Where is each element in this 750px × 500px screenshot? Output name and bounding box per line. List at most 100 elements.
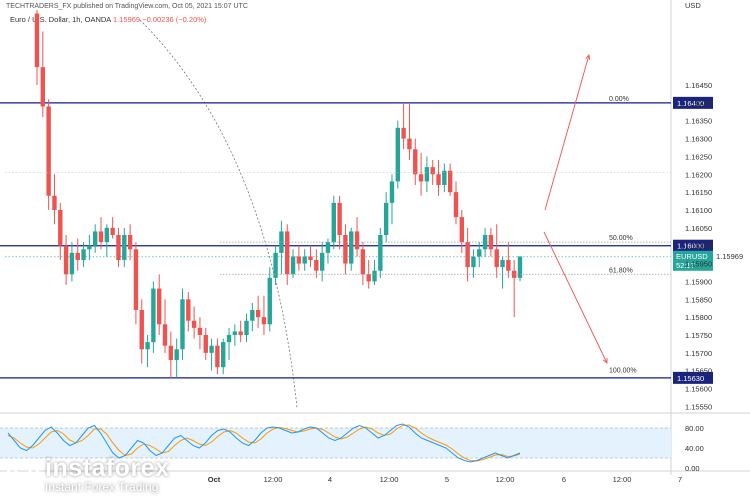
price-tick-label: 1.16350	[685, 117, 712, 126]
candle-body	[354, 231, 360, 250]
currency-label: USD	[685, 1, 701, 10]
candle-body	[453, 192, 459, 218]
candle-body	[430, 167, 435, 175]
candle-body	[459, 217, 465, 243]
candle-body	[232, 331, 238, 335]
candle-body	[58, 210, 63, 246]
candle-body	[203, 335, 208, 353]
level-price-label: 1.16000	[677, 242, 704, 251]
candle-body	[267, 277, 272, 325]
fib-label: 61.80%	[609, 267, 633, 274]
candle-body	[395, 127, 400, 182]
candle-body	[337, 202, 342, 235]
candle-body	[290, 256, 296, 275]
candle-body	[285, 231, 290, 275]
candle-body	[92, 231, 98, 246]
fib-label: 100.00%	[609, 367, 637, 374]
time-tick-label: 6	[562, 475, 566, 484]
candle-body	[197, 327, 203, 335]
level-price-tag	[673, 371, 713, 384]
price-tick-label: 1.16150	[685, 188, 712, 197]
candle-body	[261, 317, 267, 325]
price-tick-label: 1.16300	[685, 135, 712, 144]
candle-body	[366, 274, 371, 282]
candle-body	[378, 235, 383, 271]
candle-body	[186, 299, 191, 321]
candle-body	[343, 235, 348, 264]
price-tick-label: 1.15800	[685, 313, 712, 322]
publisher-caption: TECHTRADERS_FX published on TradingView.…	[6, 3, 248, 10]
candle-body	[174, 349, 179, 360]
countdown-label: 52:17	[676, 261, 695, 270]
level-price-tag	[673, 239, 713, 252]
price-tick-label: 1.15750	[685, 331, 712, 340]
candle-body	[244, 320, 249, 335]
time-tick-label: Oct	[208, 475, 221, 484]
candle-body	[250, 310, 255, 321]
fib-levels: 0.00% 50.00% 61.80% 100.00%	[5, 96, 671, 374]
candle-body	[442, 170, 447, 185]
candle-body	[477, 249, 482, 257]
time-tick-label: 12:00	[380, 475, 399, 484]
candle-body	[52, 195, 57, 210]
time-tick-label: 4	[328, 475, 332, 484]
candle-body	[63, 245, 69, 275]
price-tick-label: 1.16250	[685, 152, 712, 161]
candle-body	[296, 256, 302, 264]
price-tick-label: 1.15650	[685, 367, 712, 376]
time-axis: Oct 12:00 4 12:00 5 12:00 6 12:00 7	[208, 475, 682, 484]
candle-body	[139, 310, 144, 350]
candle-body	[325, 242, 331, 253]
candle-body	[168, 345, 174, 360]
candle-body	[34, 13, 40, 68]
price-tick-label: 1.15950	[685, 260, 712, 269]
watermark-name: instaforex	[45, 454, 170, 482]
candle-body	[314, 260, 319, 271]
projection-arrow-head	[602, 357, 608, 364]
candle-body	[349, 231, 354, 264]
candle-body	[465, 242, 470, 268]
stoch-tick-label: 80.00	[685, 424, 704, 433]
candle-body	[157, 288, 162, 325]
stoch-k-line	[7, 423, 521, 463]
price-tick-label: 1.15600	[685, 385, 712, 394]
level-price-tag	[673, 96, 713, 109]
candle-body	[372, 270, 377, 282]
stoch-tick-label: 40.00	[685, 444, 704, 453]
candle-body	[133, 249, 139, 310]
candle-body	[116, 235, 121, 260]
candle-body	[46, 106, 51, 196]
price-tick-label: 1.15550	[685, 402, 712, 411]
time-tick-label: 5	[445, 475, 449, 484]
candle-body	[87, 245, 92, 250]
candle-body	[389, 181, 395, 203]
candle-body	[331, 202, 336, 243]
candle-body	[447, 170, 453, 193]
price-axis: 1.16450 1.16400 1.16350 1.16300 1.16250 1.162…	[685, 1, 712, 411]
candle-body	[407, 138, 412, 150]
candle-body	[273, 252, 278, 278]
candles	[34, 10, 523, 378]
instaforex-logo-icon	[6, 458, 40, 492]
candle-body	[401, 127, 406, 139]
price-tick-label: 1.16200	[685, 170, 712, 179]
price-tick-label: 1.16000	[685, 242, 712, 251]
time-tick-label: 7	[678, 475, 682, 484]
candle-body	[413, 149, 418, 175]
level-price-label: 1.15630	[677, 374, 704, 383]
candle-body	[221, 342, 226, 368]
projection-arrow-head	[585, 54, 591, 61]
last-price-tag	[673, 250, 713, 271]
fib-arc-curve	[139, 19, 298, 409]
candle-body	[471, 256, 476, 268]
candle-body	[302, 256, 307, 264]
candle-body	[81, 249, 86, 260]
fib-arc	[139, 19, 298, 409]
candle-body	[308, 256, 313, 260]
candle-body	[104, 227, 110, 243]
candle-body	[436, 174, 441, 185]
grid	[0, 0, 750, 475]
last-value: 1.15969	[112, 15, 141, 24]
